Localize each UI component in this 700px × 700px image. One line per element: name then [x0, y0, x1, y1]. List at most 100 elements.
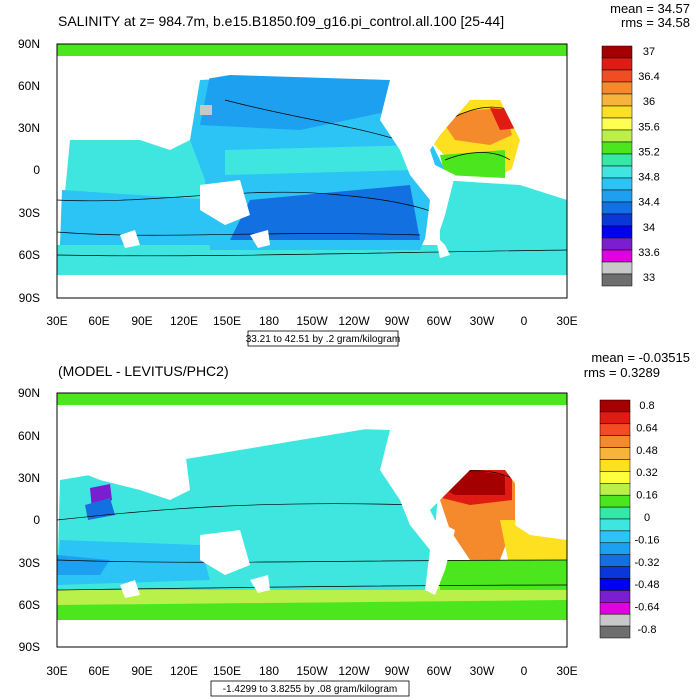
panel2-xtick: 180: [259, 664, 279, 678]
svg-text:-1.4299 to 3.8255 by .08 gram/: -1.4299 to 3.8255 by .08 gram/kilogram: [223, 684, 398, 695]
colorbar-tick-label: -0.48: [634, 579, 659, 591]
colorbar-swatch: [601, 177, 633, 191]
panel1-equatorial-atlantic-field: [440, 150, 505, 178]
colorbar-swatch: [601, 201, 633, 215]
colorbar-swatch: [601, 45, 633, 59]
colorbar-tick-label: 35.6: [638, 121, 659, 133]
panel1-frame: [56, 43, 568, 299]
colorbar-swatch: [601, 129, 633, 143]
colorbar-tick-label: 36.4: [638, 71, 659, 83]
colorbar-swatch: [601, 69, 633, 83]
colorbar-tick-label: 33: [643, 272, 655, 284]
colorbar-tick-label: -0.32: [634, 557, 659, 569]
panel2-title: (MODEL - LEVITUS/PHC2): [58, 363, 229, 379]
colorbar-swatch: [601, 261, 633, 275]
panel1-north-pacific-field: [200, 68, 395, 130]
panel1-xtick: 120W: [338, 314, 370, 328]
colorbar-tick-label: 34.4: [638, 197, 659, 209]
panel2-ytick: 60N: [18, 429, 40, 443]
colorbar-swatch: [599, 518, 631, 532]
colorbar-swatch: [601, 57, 633, 71]
colorbar-swatch: [599, 602, 631, 615]
colorbar-tick-label: 0.64: [636, 422, 657, 434]
panel-difference: (MODEL - LEVITUS/PHC2) mean = -0.03515 r…: [18, 350, 690, 697]
panel1-title: SALINITY at z= 984.7m, b.e15.B1850.f09_g…: [58, 13, 504, 29]
panel2-mean: mean = -0.03515: [591, 350, 690, 365]
colorbar-swatch: [599, 506, 631, 520]
panel1-xtick: 30E: [556, 314, 577, 328]
panel2-range-label: -1.4299 to 3.8255 by .08 gram/kilogram: [210, 680, 410, 697]
panel2-y-axis: 90N 60N 30N 0 30S 60S 90S: [18, 386, 40, 654]
colorbar-swatch: [601, 273, 633, 287]
panel2-xtick: 30E: [556, 664, 577, 678]
colorbar-swatch: [601, 165, 633, 179]
panel1-tropical-pacific-field: [225, 145, 420, 175]
colorbar-swatch: [601, 189, 633, 203]
colorbar-swatch: [599, 423, 631, 436]
panel2-xtick: 120W: [338, 664, 370, 678]
panel2-ytick: 90S: [19, 640, 40, 654]
panel2-map: [57, 393, 567, 647]
colorbar-swatch: [599, 590, 631, 603]
panel1-xtick: 0: [521, 314, 528, 328]
panel1-land: [57, 56, 567, 298]
colorbar-tick-label: -0.8: [638, 624, 657, 636]
panel1-subtropical-atlantic-field: [440, 108, 512, 145]
panel1-xtick: 120E: [170, 314, 198, 328]
panel1-xtick: 150E: [213, 314, 241, 328]
panel2-xtick: 30W: [470, 664, 495, 678]
panel2-frame: [56, 392, 568, 648]
panel1-mean: mean = 34.57: [610, 1, 690, 16]
svg-text:33.21 to 42.51 by .2 gram/kilo: 33.21 to 42.51 by .2 gram/kilogram: [246, 334, 401, 345]
colorbar-tick-label: -0.16: [634, 534, 659, 546]
panel1-xtick: 30W: [470, 314, 495, 328]
colorbar-swatch: [599, 483, 631, 496]
panel1-map: [57, 44, 567, 298]
colorbar-tick-label: 35.2: [638, 146, 659, 158]
panel1-colorbar: 37 36.4 36 35.6 35.2 34.8 34.4 34 33.6 33: [601, 45, 660, 287]
panel2-xtick: 90E: [131, 664, 152, 678]
colorbar-swatch: [601, 105, 633, 119]
panel2-xtick: 30E: [46, 664, 67, 678]
panel1-xtick: 90W: [385, 314, 410, 328]
colorbar-tick-label: 0.48: [636, 445, 657, 457]
colorbar-swatch: [599, 447, 631, 460]
panel1-ytick: 90N: [18, 37, 40, 51]
colorbar-swatch: [601, 93, 633, 107]
panel2-ytick: 0: [33, 513, 40, 527]
panel2-xtick: 150W: [296, 664, 328, 678]
colorbar-tick-label: 0.8: [639, 400, 654, 412]
panel1-ytick: 0: [33, 163, 40, 177]
panel2-xtick: 0: [521, 664, 528, 678]
panel2-colorbar: 0.8 0.64 0.48 0.32 0.16 0 -0.16 -0.32 -0.48 -0.64…: [599, 399, 660, 639]
panel1-rms: rms = 34.58: [621, 15, 690, 30]
panel1-ytick: 60N: [18, 79, 40, 93]
panel2-ytick: 30N: [18, 471, 40, 485]
panel2-land: [57, 405, 567, 647]
colorbar-swatch: [599, 459, 631, 472]
panel1-xtick: 180: [259, 314, 279, 328]
colorbar-swatch: [601, 225, 633, 239]
colorbar-swatch: [601, 81, 633, 95]
colorbar-tick-label: 0.16: [636, 490, 657, 502]
panel1-ytick: 90S: [19, 291, 40, 305]
panel1-indian-south-field: [60, 190, 215, 245]
colorbar-swatch: [601, 141, 633, 155]
colorbar-tick-label: -0.64: [634, 602, 659, 614]
panel2-xtick: 150E: [213, 664, 241, 678]
colorbar-swatch: [601, 213, 633, 227]
panel1-x-axis: 30E 60E 90E 120E 150E 180 150W 120W 90W …: [46, 314, 577, 328]
panel2-ytick: 90N: [18, 386, 40, 400]
colorbar-tick-label: 36: [643, 96, 655, 108]
colorbar-swatch: [599, 625, 631, 639]
panel1-arctic-field: [57, 44, 567, 56]
panel2-rms: rms = 0.3289: [584, 365, 660, 380]
colorbar-tick-label: 34: [643, 222, 655, 234]
colorbar-tick-label: 0: [644, 512, 650, 524]
panel1-xtick: 150W: [296, 314, 328, 328]
colorbar-tick-label: 0.32: [636, 467, 657, 479]
colorbar-swatch: [599, 554, 631, 567]
colorbar-swatch: [599, 411, 631, 425]
panel2-xtick: 60E: [88, 664, 109, 678]
